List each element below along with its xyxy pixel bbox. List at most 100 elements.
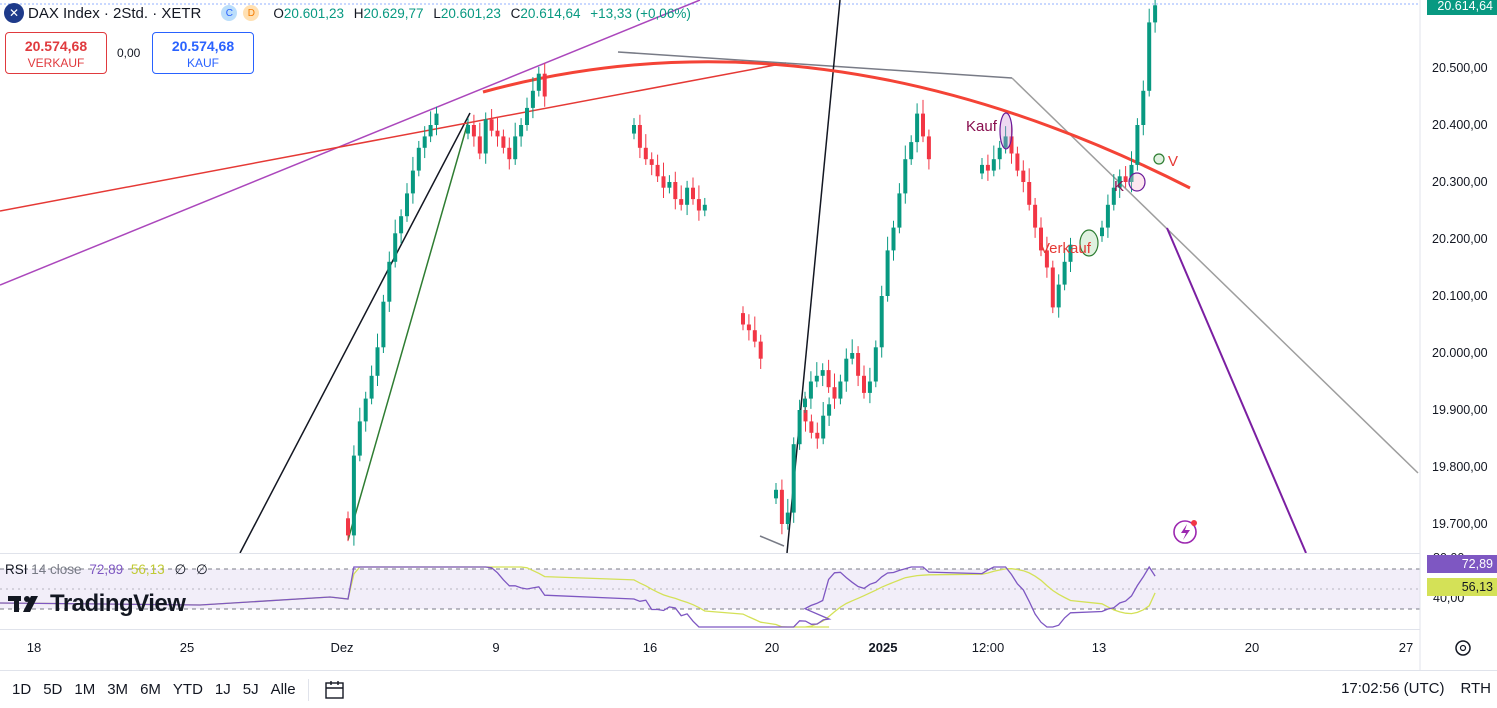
candle-body bbox=[422, 136, 427, 148]
candle-body bbox=[1044, 250, 1049, 268]
time-tick-label: 2025 bbox=[869, 640, 898, 655]
kauf-marker bbox=[999, 112, 1013, 150]
candle-body bbox=[363, 398, 368, 422]
trend-line bbox=[239, 112, 471, 554]
candle-body bbox=[885, 250, 890, 296]
logo-text: TradingView bbox=[50, 590, 186, 617]
candle-body bbox=[991, 159, 996, 171]
annotation-layer: Kauf Verkauf K V bbox=[966, 112, 1178, 257]
candle-body bbox=[797, 410, 802, 445]
candle-body bbox=[752, 330, 757, 342]
time-tick-label: 20 bbox=[1245, 640, 1259, 655]
candle-body bbox=[466, 125, 470, 134]
candle-body bbox=[921, 113, 925, 137]
candle-body bbox=[643, 147, 648, 160]
candle-body bbox=[369, 375, 374, 399]
candle-body bbox=[667, 182, 672, 188]
k-marker bbox=[1128, 172, 1146, 192]
timeframe-ytd[interactable]: YTD bbox=[172, 681, 203, 698]
candle-body bbox=[393, 233, 398, 262]
candle-body bbox=[879, 296, 884, 348]
candle-body bbox=[1147, 22, 1152, 91]
candle-body bbox=[820, 370, 825, 376]
trend-line bbox=[0, 0, 701, 286]
candle-body bbox=[530, 90, 535, 108]
candle-body bbox=[997, 147, 1002, 160]
timeframe-alle[interactable]: Alle bbox=[270, 681, 296, 698]
candle-body bbox=[519, 125, 524, 137]
candle-body bbox=[1021, 170, 1026, 182]
candle-body bbox=[637, 125, 642, 148]
timeframe-6m[interactable]: 6M bbox=[140, 681, 161, 698]
sell-label: VERKAUF bbox=[27, 56, 85, 70]
trend-line bbox=[1166, 227, 1307, 554]
candle-body bbox=[542, 73, 547, 97]
trend-line bbox=[759, 535, 785, 547]
rsi-params: 14 close bbox=[31, 562, 82, 577]
candle-body bbox=[1062, 261, 1067, 285]
candle-body bbox=[980, 164, 984, 174]
symbol-title[interactable]: DAX Index · 2Std. · XETR bbox=[28, 4, 202, 22]
change-readout: +13,33 (+0,06%) bbox=[590, 5, 691, 21]
candle-body bbox=[410, 170, 415, 194]
candle-body bbox=[867, 381, 872, 393]
candle-body bbox=[915, 113, 920, 143]
candle-body bbox=[702, 204, 707, 211]
candle-body bbox=[1039, 227, 1043, 251]
candle-body bbox=[826, 370, 831, 388]
price-tick-label: 19.700,00 bbox=[1432, 517, 1488, 531]
candle-body bbox=[741, 313, 745, 325]
candle-body bbox=[357, 421, 362, 456]
rsi-line bbox=[0, 565, 1156, 628]
rsi-legend[interactable]: RSI 14 close 72,89 56,13 ∅ ∅ bbox=[5, 562, 208, 578]
candle-body bbox=[685, 187, 690, 205]
candle-body bbox=[405, 193, 409, 217]
price-tick-label: 19.800,00 bbox=[1432, 460, 1488, 474]
session-button[interactable]: RTH bbox=[1460, 680, 1491, 697]
settings-gear-icon[interactable] bbox=[1455, 640, 1471, 656]
badge-c[interactable]: C bbox=[221, 5, 238, 21]
timeframe-1m[interactable]: 1M bbox=[74, 681, 96, 698]
timeframe-3m[interactable]: 3M bbox=[107, 681, 129, 698]
candle-body bbox=[903, 159, 908, 194]
date-range-icon[interactable] bbox=[323, 679, 347, 701]
candle-body bbox=[1153, 5, 1158, 23]
arc-curve bbox=[482, 60, 1191, 190]
candle-body bbox=[1009, 136, 1014, 154]
candle-body bbox=[1135, 125, 1140, 165]
candle-body bbox=[495, 130, 500, 137]
candle-body bbox=[536, 73, 541, 91]
verkauf-label: Verkauf bbox=[1040, 240, 1092, 257]
timeframe-5j[interactable]: 5J bbox=[242, 681, 259, 698]
candle-body bbox=[483, 119, 488, 154]
symbol-logo-icon[interactable]: ✕ bbox=[4, 3, 24, 23]
timeframe-1j[interactable]: 1J bbox=[214, 681, 231, 698]
badge-d[interactable]: D bbox=[243, 5, 260, 21]
candle-body bbox=[809, 421, 814, 433]
tradingview-logo[interactable]: TradingView bbox=[8, 590, 186, 618]
timeframe-5d[interactable]: 5D bbox=[43, 681, 63, 698]
candle-body bbox=[655, 164, 660, 177]
price-tick-label: 20.000,00 bbox=[1432, 346, 1488, 360]
candle-body bbox=[779, 489, 784, 524]
candle-body bbox=[1129, 164, 1134, 182]
timeframe-1d[interactable]: 1D bbox=[12, 681, 32, 698]
rsi-ma-tag: 56,13 bbox=[1427, 578, 1497, 596]
buy-button[interactable]: 20.574,68 KAUF bbox=[152, 32, 254, 74]
candle-body bbox=[803, 398, 807, 408]
k-label: K bbox=[1114, 178, 1124, 195]
last-price-tag: 20.614,64 bbox=[1427, 0, 1497, 15]
time-tick-label: 16 bbox=[643, 640, 657, 655]
candle-body bbox=[862, 375, 866, 393]
candle-body bbox=[821, 415, 826, 439]
hide-icon[interactable]: ∅ bbox=[174, 562, 187, 577]
time-tick-label: 20 bbox=[765, 640, 779, 655]
candle-body bbox=[477, 136, 482, 154]
hide-icon-2[interactable]: ∅ bbox=[196, 562, 208, 577]
clock-time[interactable]: 17:02:56 (UTC) bbox=[1341, 680, 1445, 697]
candle-body bbox=[1141, 90, 1146, 125]
candle-body bbox=[838, 381, 843, 399]
sell-button[interactable]: 20.574,68 VERKAUF bbox=[5, 32, 107, 74]
candle-body bbox=[808, 381, 813, 399]
